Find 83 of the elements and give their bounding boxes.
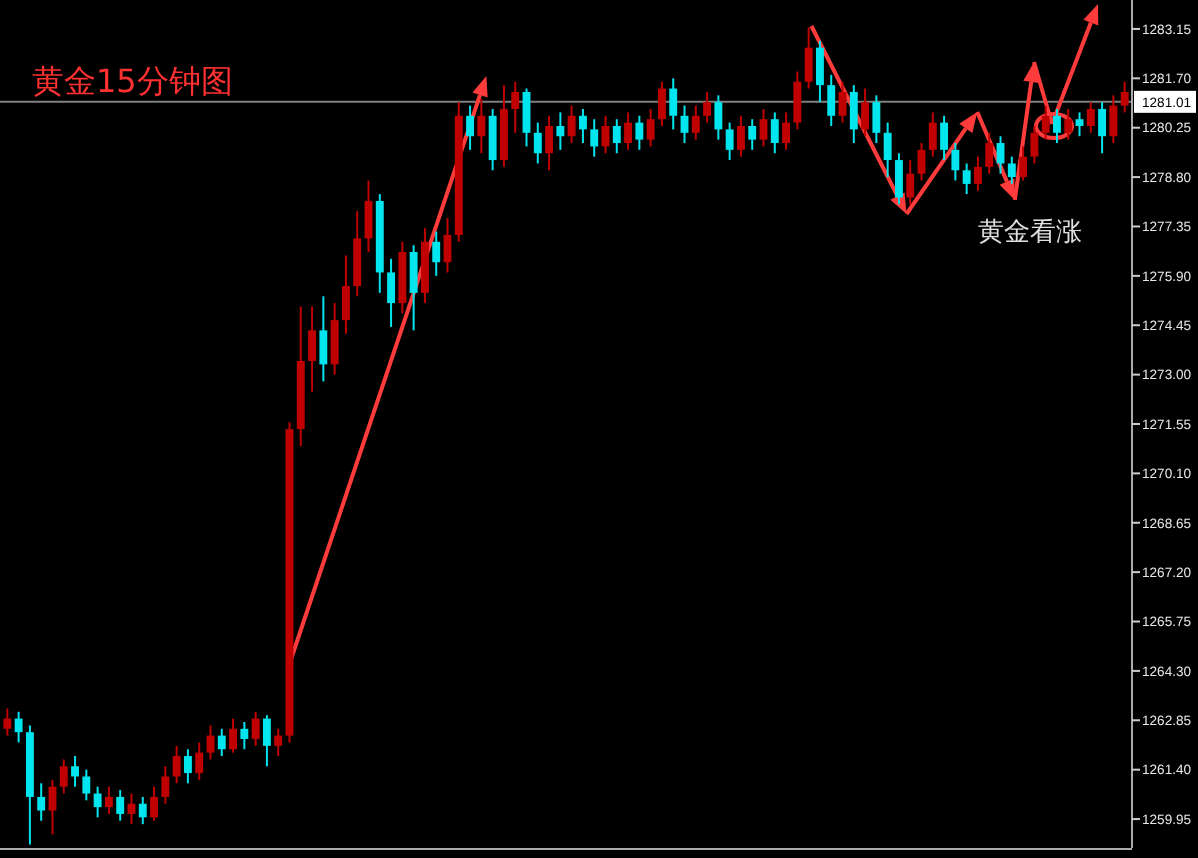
candlestick bbox=[703, 90, 712, 124]
candlestick bbox=[229, 717, 238, 754]
candlestick bbox=[319, 295, 328, 383]
candlestick bbox=[691, 104, 700, 141]
candlestick bbox=[262, 714, 271, 768]
candlestick bbox=[782, 111, 791, 151]
candlestick bbox=[1120, 80, 1129, 114]
candlestick bbox=[973, 155, 982, 192]
candlestick bbox=[951, 142, 960, 182]
candlestick bbox=[1098, 101, 1107, 155]
candlestick bbox=[883, 121, 892, 179]
candlestick bbox=[1109, 94, 1118, 145]
candlestick bbox=[533, 121, 542, 165]
candlestick bbox=[37, 782, 46, 822]
candlestick bbox=[804, 26, 813, 90]
candlestick bbox=[928, 111, 937, 158]
candlestick bbox=[770, 111, 779, 155]
candlestick bbox=[59, 758, 68, 795]
candlestick bbox=[894, 152, 903, 206]
candlestick bbox=[308, 305, 317, 393]
text: 黄金15分钟图 bbox=[32, 62, 233, 100]
candlestick bbox=[477, 97, 486, 155]
candlestick bbox=[635, 114, 644, 151]
candlestick bbox=[590, 118, 599, 158]
candlestick bbox=[104, 785, 113, 815]
candlestick bbox=[556, 111, 565, 151]
candlestick bbox=[669, 77, 678, 131]
candlestick bbox=[567, 104, 576, 145]
candlestick bbox=[657, 80, 666, 128]
candlestick bbox=[815, 39, 824, 104]
candlestick bbox=[409, 244, 418, 332]
candlestick bbox=[466, 104, 475, 151]
candlestick bbox=[138, 795, 147, 826]
candlestick bbox=[793, 70, 802, 131]
candlestick bbox=[488, 107, 497, 172]
candlestick bbox=[195, 741, 204, 781]
candlestick bbox=[1007, 155, 1016, 185]
candlestick bbox=[217, 727, 226, 758]
candlestick bbox=[1053, 107, 1061, 145]
candlestick bbox=[274, 727, 283, 758]
candlestick bbox=[161, 765, 170, 805]
candlestick bbox=[1019, 145, 1028, 182]
candlestick bbox=[861, 87, 870, 138]
candlestick bbox=[827, 73, 836, 128]
candlestick bbox=[736, 114, 745, 158]
candlestick bbox=[985, 131, 994, 175]
candlestick bbox=[82, 768, 91, 802]
candlestick bbox=[624, 111, 633, 151]
candlestick bbox=[341, 254, 350, 335]
candlestick bbox=[612, 118, 621, 155]
candlestick bbox=[93, 785, 102, 819]
candlestick bbox=[849, 84, 858, 145]
annotation: 黄金看涨 bbox=[978, 218, 1082, 248]
candlestick bbox=[748, 118, 757, 151]
candlestick bbox=[940, 114, 949, 162]
candlestick bbox=[962, 162, 971, 196]
candlestick bbox=[578, 107, 587, 145]
candlestick bbox=[150, 785, 159, 822]
candlestick bbox=[240, 720, 249, 751]
candlestick bbox=[387, 257, 396, 328]
candlestick bbox=[432, 230, 441, 277]
candlestick bbox=[172, 744, 181, 785]
candlestick bbox=[116, 789, 125, 822]
candlestick bbox=[1041, 104, 1050, 141]
candlestick bbox=[1075, 111, 1084, 138]
candlestick bbox=[872, 94, 881, 145]
candlestick bbox=[330, 302, 339, 376]
candlestick bbox=[353, 210, 362, 298]
candlestick bbox=[646, 107, 655, 148]
candlestick bbox=[1064, 107, 1073, 141]
candlestick bbox=[1086, 101, 1095, 134]
candlestick bbox=[14, 710, 23, 744]
candlestick bbox=[71, 755, 79, 788]
candlestick bbox=[759, 107, 768, 148]
candlestick bbox=[183, 748, 192, 785]
candlestick bbox=[3, 707, 12, 737]
candlestick bbox=[1030, 125, 1039, 165]
candlestick bbox=[906, 159, 915, 206]
candlestick bbox=[511, 80, 520, 134]
candlestick bbox=[251, 710, 260, 747]
candlestick bbox=[725, 121, 734, 162]
candlestick bbox=[545, 114, 554, 172]
candlestick bbox=[714, 94, 723, 141]
